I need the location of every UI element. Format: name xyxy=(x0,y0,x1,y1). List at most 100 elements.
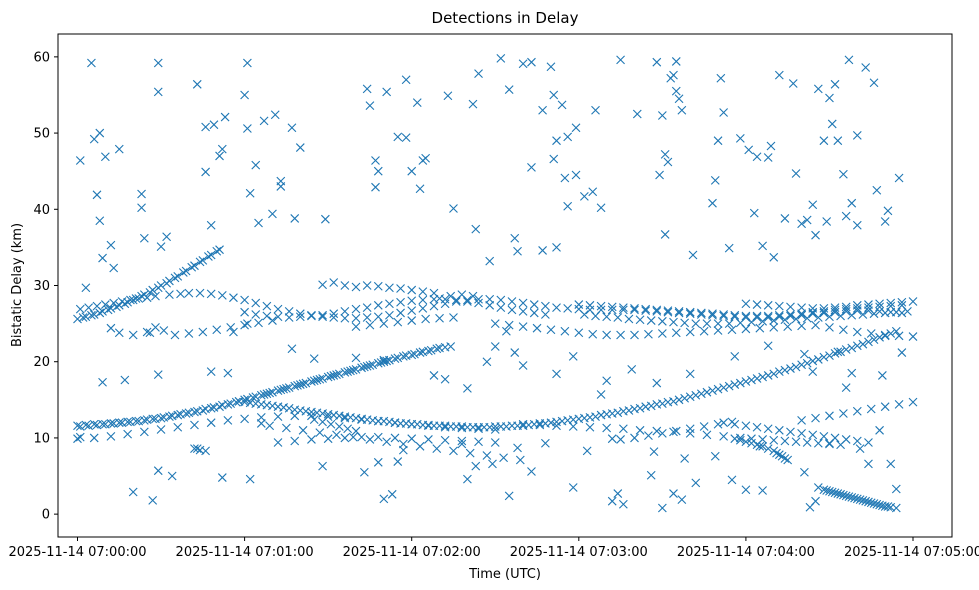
data-point xyxy=(151,323,160,332)
data-point xyxy=(788,79,798,88)
data-point xyxy=(730,310,740,320)
data-point xyxy=(87,58,96,68)
data-point xyxy=(657,329,667,338)
data-point xyxy=(195,257,205,267)
x-tick-label: 2025-11-14 07:03:00 xyxy=(510,545,648,560)
data-point xyxy=(891,307,901,317)
data-point xyxy=(488,459,497,469)
data-point xyxy=(869,499,879,508)
data-point xyxy=(365,320,375,330)
data-point xyxy=(215,151,224,161)
data-point xyxy=(891,326,901,336)
data-point xyxy=(128,330,138,340)
data-point xyxy=(240,90,249,100)
data-point xyxy=(418,303,428,313)
data-point xyxy=(318,409,327,418)
data-point xyxy=(351,304,361,314)
data-point xyxy=(802,215,812,225)
data-point xyxy=(864,438,873,447)
data-point xyxy=(529,308,539,318)
data-point xyxy=(340,367,350,377)
data-point xyxy=(393,353,403,363)
data-point xyxy=(808,356,818,366)
data-point xyxy=(426,345,436,355)
data-point xyxy=(813,355,823,364)
data-point xyxy=(630,303,639,313)
data-point xyxy=(251,160,261,170)
data-point xyxy=(507,297,517,306)
data-point xyxy=(440,422,450,432)
data-point xyxy=(635,315,645,325)
x-tick-label: 2025-11-14 07:04:00 xyxy=(677,545,815,560)
data-point xyxy=(284,383,294,393)
data-point xyxy=(290,436,300,446)
data-point xyxy=(167,411,177,421)
data-point xyxy=(242,124,252,133)
data-point xyxy=(84,303,94,312)
data-point xyxy=(126,295,135,305)
data-point xyxy=(786,302,795,312)
data-point xyxy=(81,420,91,430)
data-point xyxy=(73,314,82,324)
data-point xyxy=(362,313,372,322)
data-point xyxy=(844,55,854,65)
data-point xyxy=(582,446,592,456)
data-point xyxy=(730,380,740,389)
data-point xyxy=(602,423,612,433)
data-point xyxy=(527,162,536,172)
data-point xyxy=(830,488,840,498)
data-point xyxy=(719,311,729,321)
data-point xyxy=(891,484,901,494)
data-point xyxy=(270,110,280,120)
data-point xyxy=(73,434,82,444)
data-point xyxy=(268,387,277,397)
data-point xyxy=(137,203,146,213)
data-point xyxy=(752,374,762,383)
data-point xyxy=(440,435,450,445)
data-point xyxy=(204,252,213,261)
data-point xyxy=(855,444,865,453)
data-point xyxy=(657,111,667,120)
data-point xyxy=(836,489,845,499)
data-point xyxy=(677,105,687,115)
data-point xyxy=(769,252,779,262)
data-point xyxy=(276,182,286,191)
data-point xyxy=(415,441,425,451)
data-point xyxy=(407,316,417,325)
data-point xyxy=(527,57,536,67)
data-point xyxy=(836,311,845,321)
data-point xyxy=(153,87,163,97)
data-point xyxy=(176,289,185,299)
data-point xyxy=(75,156,85,165)
data-point xyxy=(772,448,781,458)
data-point xyxy=(368,360,378,370)
data-point xyxy=(279,384,288,394)
data-point xyxy=(825,486,834,496)
data-point xyxy=(217,473,227,482)
data-point xyxy=(596,301,606,311)
data-point xyxy=(201,167,210,177)
data-point xyxy=(123,429,133,439)
data-point xyxy=(295,380,305,389)
data-point xyxy=(396,284,405,293)
data-point xyxy=(618,424,628,434)
data-point xyxy=(415,184,425,194)
data-point xyxy=(295,309,305,319)
data-point xyxy=(393,317,403,327)
data-point xyxy=(841,345,851,354)
data-point xyxy=(315,374,325,384)
data-point xyxy=(351,353,361,363)
data-point xyxy=(797,303,806,312)
data-point xyxy=(635,425,645,435)
data-point xyxy=(139,427,149,437)
data-point xyxy=(830,303,840,312)
data-point xyxy=(696,389,706,399)
data-point xyxy=(883,206,893,216)
data-point xyxy=(276,385,286,395)
data-point xyxy=(552,243,561,252)
data-point xyxy=(836,440,845,450)
data-point xyxy=(813,313,823,322)
data-point xyxy=(159,326,169,335)
data-point xyxy=(780,436,790,446)
data-point xyxy=(649,447,659,457)
